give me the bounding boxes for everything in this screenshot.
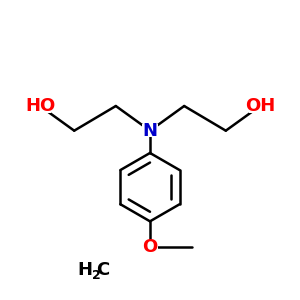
Text: O: O bbox=[142, 238, 158, 256]
Bar bbox=[142, 240, 158, 253]
Text: H: H bbox=[77, 261, 92, 279]
Text: N: N bbox=[142, 122, 158, 140]
Bar bbox=[249, 99, 271, 113]
Text: 2: 2 bbox=[92, 269, 101, 282]
Text: C: C bbox=[96, 261, 109, 279]
Bar bbox=[142, 124, 158, 137]
Text: OH: OH bbox=[245, 97, 275, 115]
Bar bbox=[29, 99, 51, 113]
Text: HO: HO bbox=[25, 97, 55, 115]
